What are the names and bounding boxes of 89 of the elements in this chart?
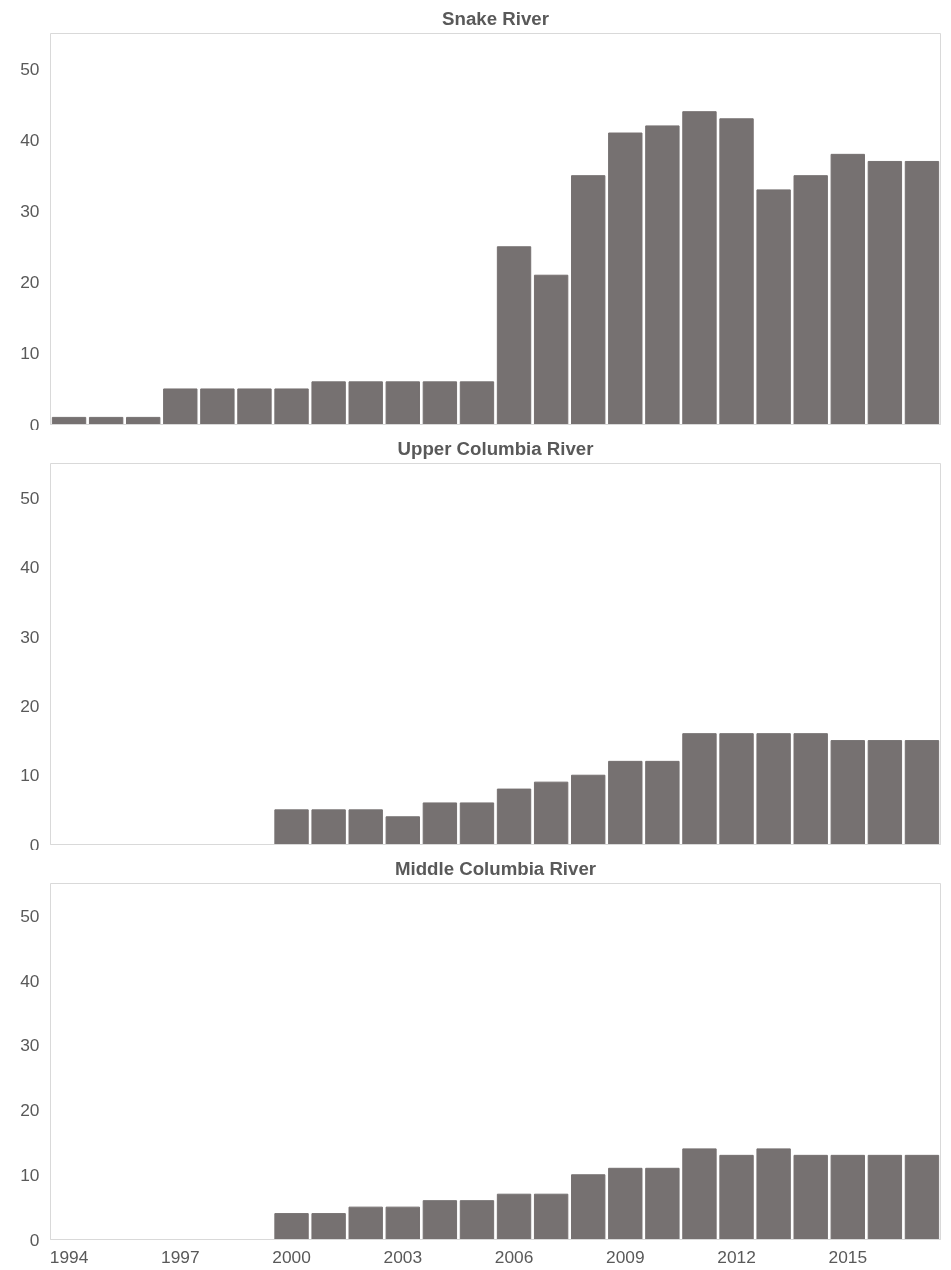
y-tick-label: 20 <box>20 695 40 716</box>
bar <box>496 788 532 845</box>
x-tick-label: 2009 <box>606 1246 645 1267</box>
bar <box>830 1154 865 1240</box>
bar <box>459 1200 495 1240</box>
bar <box>682 733 717 845</box>
bar <box>682 111 717 425</box>
bar <box>385 381 420 425</box>
bar <box>571 175 606 425</box>
bar <box>533 1193 569 1240</box>
x-tick-label: 2000 <box>272 1246 311 1267</box>
bar <box>793 733 828 845</box>
y-tick-label: 50 <box>20 905 40 926</box>
bar <box>348 381 383 425</box>
x-tick-label: 2012 <box>717 1246 756 1267</box>
y-tick-label: 30 <box>20 1035 40 1056</box>
bar <box>163 388 198 425</box>
bar <box>274 388 309 425</box>
y-tick-label: 0 <box>29 414 40 435</box>
bar <box>645 125 680 425</box>
bar <box>719 1154 754 1240</box>
bar <box>348 1206 383 1240</box>
bar <box>904 160 940 425</box>
bar <box>719 733 754 845</box>
bar <box>459 802 495 845</box>
bar <box>793 175 828 425</box>
bar <box>533 274 569 425</box>
x-tick-label: 2006 <box>494 1246 534 1267</box>
bar <box>88 416 124 425</box>
bar <box>756 733 791 845</box>
bar <box>756 1148 791 1240</box>
bar <box>126 416 161 425</box>
bar <box>645 1167 680 1240</box>
y-tick-label: 40 <box>20 970 40 991</box>
y-tick-label: 10 <box>20 343 40 364</box>
bar <box>348 809 383 845</box>
bar <box>608 132 643 425</box>
chart-title: Middle Columbia River <box>394 857 597 879</box>
bar <box>571 774 606 845</box>
bar <box>422 381 458 425</box>
bar <box>385 1206 420 1240</box>
bar <box>311 1213 346 1240</box>
bar <box>608 1167 643 1240</box>
y-tick-label: 10 <box>20 765 40 786</box>
chart-title: Upper Columbia River <box>397 437 594 459</box>
bar <box>533 781 569 845</box>
chart-title: Snake River <box>442 7 549 29</box>
bar <box>422 802 458 845</box>
bar <box>459 381 495 425</box>
bar <box>274 809 309 845</box>
y-tick-label: 10 <box>20 1164 40 1185</box>
bar <box>496 246 532 425</box>
bar <box>867 160 903 425</box>
bar <box>422 1200 458 1240</box>
bar <box>904 740 940 845</box>
bar <box>51 416 87 425</box>
y-tick-label: 40 <box>20 557 40 578</box>
x-tick-label: 1997 <box>161 1246 200 1267</box>
bar <box>496 1193 532 1240</box>
bar <box>311 381 346 425</box>
bar <box>904 1154 940 1240</box>
bar <box>311 809 346 845</box>
y-tick-label: 50 <box>20 59 40 80</box>
y-tick-label: 30 <box>20 626 40 647</box>
y-tick-label: 0 <box>29 834 40 855</box>
y-tick-label: 50 <box>20 488 40 509</box>
y-tick-label: 0 <box>29 1229 40 1250</box>
bar <box>867 740 903 845</box>
bar <box>682 1148 717 1240</box>
y-tick-label: 40 <box>20 130 40 151</box>
bar <box>385 816 420 845</box>
bar <box>571 1174 606 1240</box>
bar <box>200 388 235 425</box>
bar <box>756 189 791 425</box>
bar <box>608 760 643 845</box>
bar <box>793 1154 828 1240</box>
y-tick-label: 20 <box>20 272 40 293</box>
y-tick-label: 30 <box>20 201 40 222</box>
x-tick-label: 2015 <box>828 1246 868 1267</box>
y-tick-label: 20 <box>20 1100 40 1121</box>
bar <box>719 118 754 425</box>
x-tick-label: 1994 <box>49 1246 89 1267</box>
bar <box>237 388 272 425</box>
bar <box>830 153 865 425</box>
bar <box>645 760 680 845</box>
bar <box>867 1154 903 1240</box>
bar <box>274 1213 309 1240</box>
bar <box>830 740 865 845</box>
x-tick-label: 2003 <box>383 1246 423 1267</box>
